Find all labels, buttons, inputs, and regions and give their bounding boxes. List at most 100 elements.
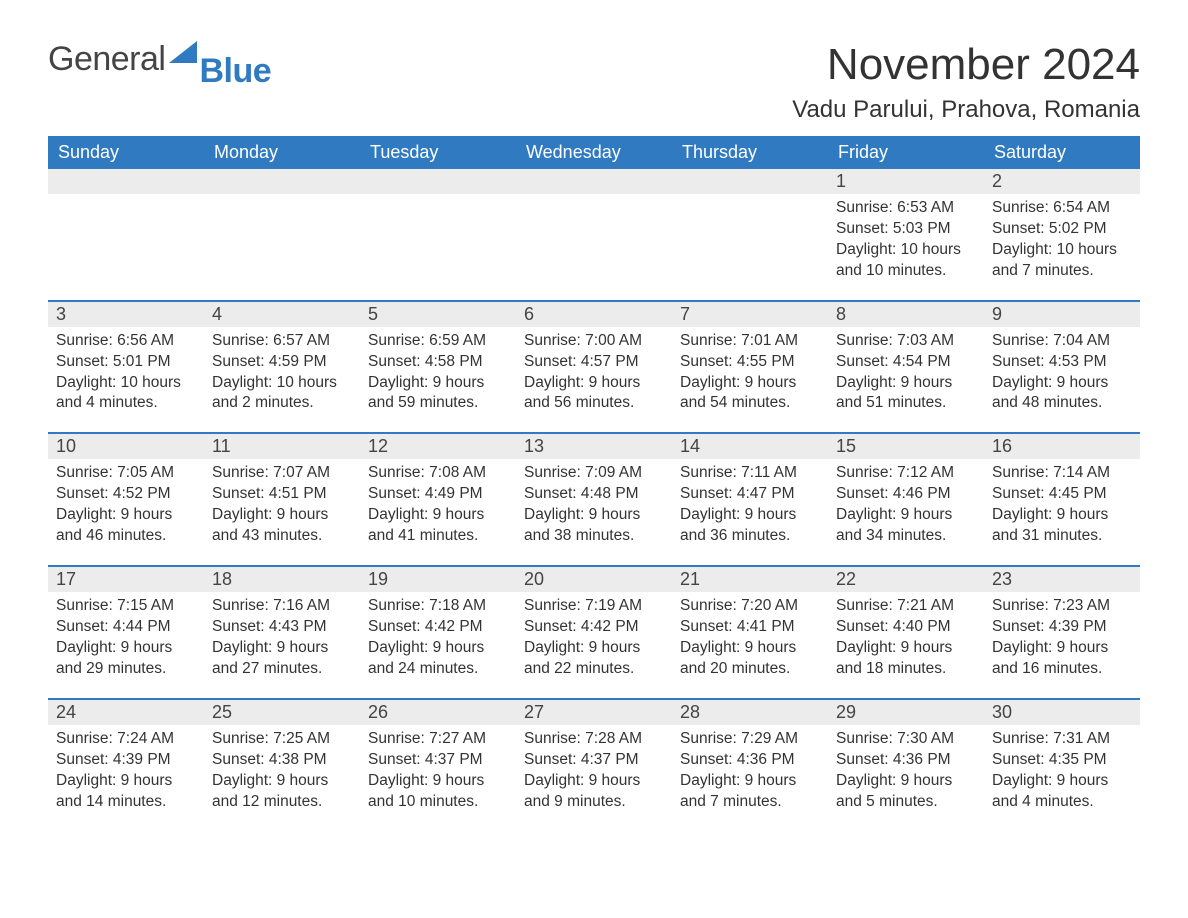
daylight-line: Daylight: 9 hours and 4 minutes. [992, 771, 1132, 813]
day-details: Sunrise: 7:31 AMSunset: 4:35 PMDaylight:… [984, 725, 1140, 831]
sunrise-line: Sunrise: 7:20 AM [680, 596, 820, 617]
calendar-cell-empty [516, 169, 672, 301]
day-details: Sunrise: 7:16 AMSunset: 4:43 PMDaylight:… [204, 592, 360, 698]
day-details: Sunrise: 7:30 AMSunset: 4:36 PMDaylight:… [828, 725, 984, 831]
daylight-line: Daylight: 9 hours and 31 minutes. [992, 505, 1132, 547]
sunrise-line: Sunrise: 7:27 AM [368, 729, 508, 750]
day-details: Sunrise: 7:03 AMSunset: 4:54 PMDaylight:… [828, 327, 984, 433]
brand-part2: Blue [199, 52, 271, 91]
daylight-line: Daylight: 9 hours and 48 minutes. [992, 373, 1132, 415]
daylight-line: Daylight: 9 hours and 18 minutes. [836, 638, 976, 680]
sunrise-line: Sunrise: 7:28 AM [524, 729, 664, 750]
daylight-line: Daylight: 9 hours and 56 minutes. [524, 373, 664, 415]
sunset-line: Sunset: 4:48 PM [524, 484, 664, 505]
calendar-cell-empty [360, 169, 516, 301]
day-number [516, 169, 672, 194]
calendar-cell: 14Sunrise: 7:11 AMSunset: 4:47 PMDayligh… [672, 433, 828, 566]
daylight-line: Daylight: 9 hours and 46 minutes. [56, 505, 196, 547]
day-number [672, 169, 828, 194]
sunset-line: Sunset: 4:55 PM [680, 352, 820, 373]
sunrise-line: Sunrise: 7:16 AM [212, 596, 352, 617]
calendar-cell: 26 Sunrise: 7:27 AMSunset: 4:37 PMDayligh… [360, 699, 516, 831]
day-details [48, 194, 204, 294]
sunset-line: Sunset: 4:54 PM [836, 352, 976, 373]
sunrise-line: Sunrise: 7:15 AM [56, 596, 196, 617]
daylight-line: Daylight: 10 hours and 4 minutes. [56, 373, 196, 415]
calendar-cell: 9Sunrise: 7:04 AMSunset: 4:53 PMDaylight… [984, 301, 1140, 434]
day-number: 20 [516, 567, 672, 592]
sunrise-line: Sunrise: 6:56 AM [56, 331, 196, 352]
calendar-cell: 12Sunrise: 7:08 AMSunset: 4:49 PMDayligh… [360, 433, 516, 566]
daylight-line: Daylight: 9 hours and 41 minutes. [368, 505, 508, 547]
day-number: 30 [984, 700, 1140, 725]
calendar-week-row: 17 Sunrise: 7:15 AMSunset: 4:44 PM Dayligh… [48, 566, 1140, 699]
daylight-line: Daylight: 9 hours and 59 minutes. [368, 373, 508, 415]
daylight-line: Daylight: 9 hours and 22 minutes. [524, 638, 664, 680]
daylight-line: Daylight: 9 hours and 27 minutes. [212, 638, 352, 680]
calendar-cell: 8Sunrise: 7:03 AMSunset: 4:54 PMDaylight… [828, 301, 984, 434]
sunset-line: Sunset: 4:41 PM [680, 617, 820, 638]
sunset-line: Sunset: 4:36 PM [836, 750, 976, 771]
day-details [360, 194, 516, 294]
day-details: Sunrise: 7:19 AMSunset: 4:42 PMDaylight:… [516, 592, 672, 698]
sunrise-line: Sunrise: 7:00 AM [524, 331, 664, 352]
day-details: Sunrise: 7:05 AMSunset: 4:52 PMDaylight:… [48, 459, 204, 565]
weekday-header: Saturday [984, 136, 1140, 169]
sunrise-line: Sunrise: 7:25 AM [212, 729, 352, 750]
sunset-line: Sunset: 4:40 PM [836, 617, 976, 638]
day-number: 5 [360, 302, 516, 327]
sunset-line: Sunset: 4:57 PM [524, 352, 664, 373]
day-number: 18 [204, 567, 360, 592]
sunrise-line: Sunrise: 7:31 AM [992, 729, 1132, 750]
weekday-header: Wednesday [516, 136, 672, 169]
sunset-line: Sunset: 5:03 PM [836, 219, 976, 240]
sunrise-line: Sunrise: 7:07 AM [212, 463, 352, 484]
calendar-table: SundayMondayTuesdayWednesdayThursdayFrid… [48, 136, 1140, 830]
day-number: 27 [516, 700, 672, 725]
daylight-line: Daylight: 9 hours and 14 minutes. [56, 771, 196, 813]
day-details: Sunrise: 7:07 AMSunset: 4:51 PMDaylight:… [204, 459, 360, 565]
sunrise-line: Sunrise: 6:54 AM [992, 198, 1132, 219]
day-details: Sunrise: 7:20 AMSunset: 4:41 PMDaylight:… [672, 592, 828, 698]
sunrise-line: Sunrise: 6:57 AM [212, 331, 352, 352]
calendar-cell-empty [672, 169, 828, 301]
sunset-line: Sunset: 4:44 PM [56, 617, 196, 638]
sunrise-line: Sunrise: 7:18 AM [368, 596, 508, 617]
sunset-line: Sunset: 4:51 PM [212, 484, 352, 505]
sunset-line: Sunset: 4:46 PM [836, 484, 976, 505]
day-number: 9 [984, 302, 1140, 327]
sunrise-line: Sunrise: 7:12 AM [836, 463, 976, 484]
sunset-line: Sunset: 5:02 PM [992, 219, 1132, 240]
day-number: 1 [828, 169, 984, 194]
calendar-cell: 5Sunrise: 6:59 AMSunset: 4:58 PMDaylight… [360, 301, 516, 434]
sunset-line: Sunset: 4:52 PM [56, 484, 196, 505]
sunrise-line: Sunrise: 6:53 AM [836, 198, 976, 219]
calendar-week-row: 24Sunrise: 7:24 AMSunset: 4:39 PMDayligh… [48, 699, 1140, 831]
day-details: Sunrise: 7:01 AMSunset: 4:55 PMDaylight:… [672, 327, 828, 433]
day-number [204, 169, 360, 194]
top-bar: General Blue November 2024 Vadu Parului,… [48, 40, 1140, 136]
calendar-cell: 3Sunrise: 6:56 AMSunset: 5:01 PMDaylight… [48, 301, 204, 434]
day-number: 26 [360, 700, 516, 725]
sunset-line: Sunset: 4:37 PM [368, 750, 508, 771]
calendar-cell: 17Sunrise: 7:15 AMSunset: 4:44 PMDayligh… [48, 566, 204, 699]
daylight-line: Daylight: 9 hours and 7 minutes. [680, 771, 820, 813]
calendar-cell: 30Sunrise: 7:31 AMSunset: 4:35 PMDayligh… [984, 699, 1140, 831]
day-details: Sunrise: 7:25 AMSunset: 4:38 PMDaylight:… [204, 725, 360, 831]
calendar-cell: 27Sunrise: 7:28 AMSunset: 4:37 PMDayligh… [516, 699, 672, 831]
location-subtitle: Vadu Parului, Prahova, Romania [792, 96, 1140, 124]
day-number: 21 [672, 567, 828, 592]
calendar-cell: 13Sunrise: 7:09 AMSunset: 4:48 PMDayligh… [516, 433, 672, 566]
day-number: 29 [828, 700, 984, 725]
day-number: 11 [204, 434, 360, 459]
day-number: 4 [204, 302, 360, 327]
day-details: Sunrise: 7:23 AMSunset: 4:39 PMDaylight:… [984, 592, 1140, 698]
sunrise-line: Sunrise: 6:59 AM [368, 331, 508, 352]
daylight-line: Daylight: 9 hours and 10 minutes. [368, 771, 508, 813]
day-details: Sunrise: 7:29 AMSunset: 4:36 PMDaylight:… [672, 725, 828, 831]
day-number: 17 [48, 567, 204, 592]
day-details: Sunrise: 7:04 AMSunset: 4:53 PMDaylight:… [984, 327, 1140, 433]
sunset-line: Sunset: 4:45 PM [992, 484, 1132, 505]
day-number: 14 [672, 434, 828, 459]
day-details [204, 194, 360, 294]
